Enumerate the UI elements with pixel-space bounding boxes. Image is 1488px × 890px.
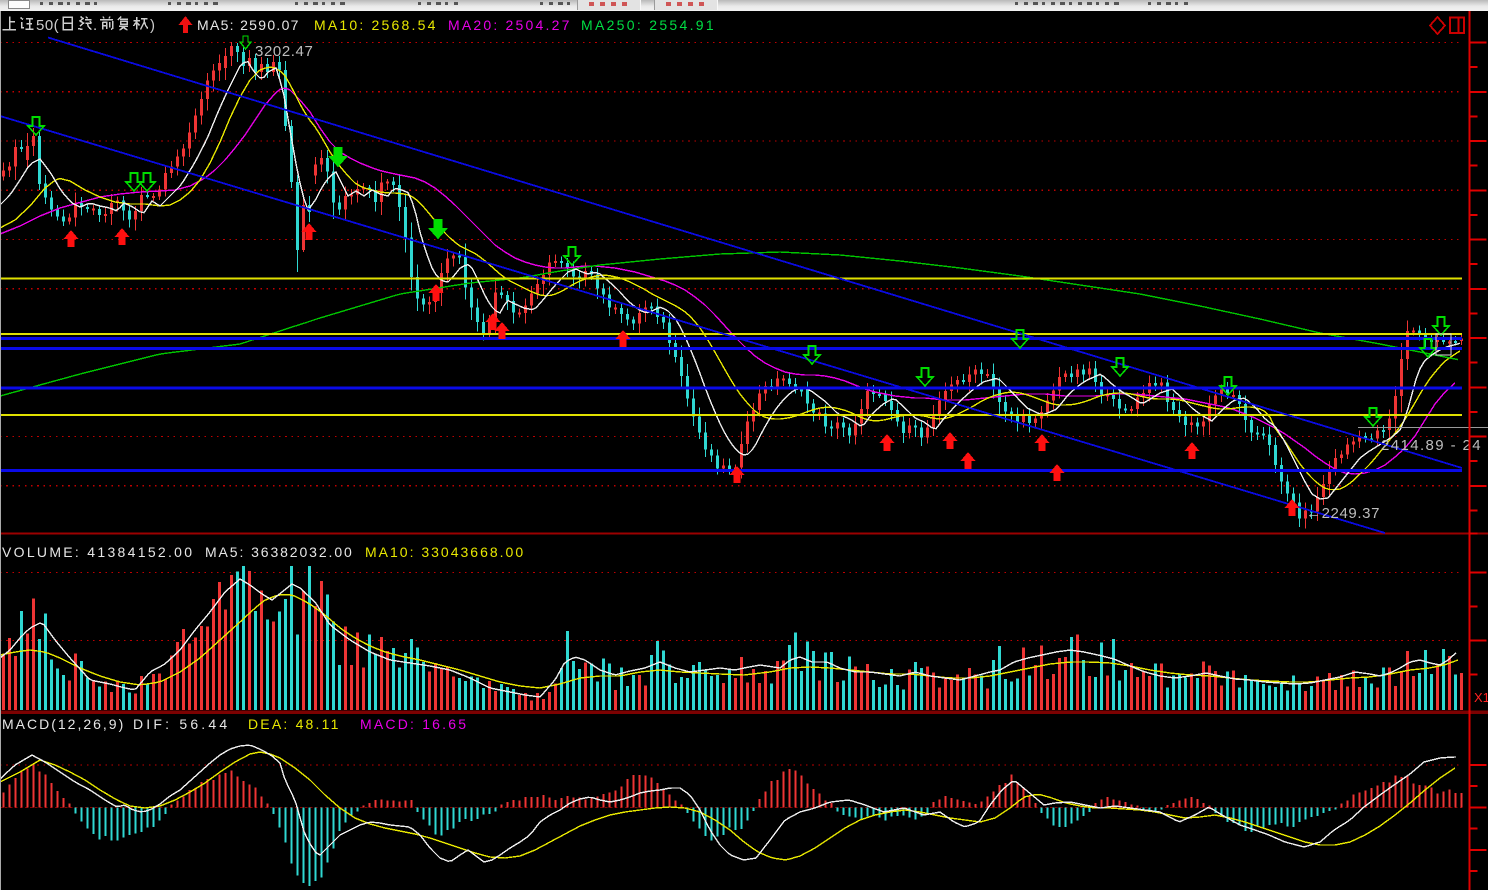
svg-text:←2249.37: ←2249.37 <box>1306 505 1380 522</box>
svg-text:DEA: 48.11: DEA: 48.11 <box>248 716 341 732</box>
svg-text:2414.89 - 24: 2414.89 - 24 <box>1381 437 1482 454</box>
svg-text:MA10: 2568.54: MA10: 2568.54 <box>314 17 438 33</box>
svg-text:MA250: 2554.91: MA250: 2554.91 <box>581 17 716 33</box>
svg-text:VOLUME: 41384152.00: VOLUME: 41384152.00 <box>2 544 194 560</box>
svg-text:50(: 50( <box>36 17 59 34</box>
svg-text:3202.47: 3202.47 <box>255 43 313 60</box>
svg-text:MA5: 2590.07: MA5: 2590.07 <box>197 17 300 33</box>
svg-text:X1: X1 <box>1474 690 1488 705</box>
svg-text:): ) <box>150 17 155 34</box>
svg-text:DIF: 56.44: DIF: 56.44 <box>133 716 230 732</box>
svg-text:MACD(12,26,9): MACD(12,26,9) <box>2 716 125 732</box>
svg-text:MACD: 16.65: MACD: 16.65 <box>360 716 468 732</box>
svg-text:MA10: 33043668.00: MA10: 33043668.00 <box>365 544 525 560</box>
svg-text:.: . <box>93 17 97 34</box>
svg-text:MA5: 36382032.00: MA5: 36382032.00 <box>205 544 354 560</box>
svg-text:MA20: 2504.27: MA20: 2504.27 <box>448 17 572 33</box>
